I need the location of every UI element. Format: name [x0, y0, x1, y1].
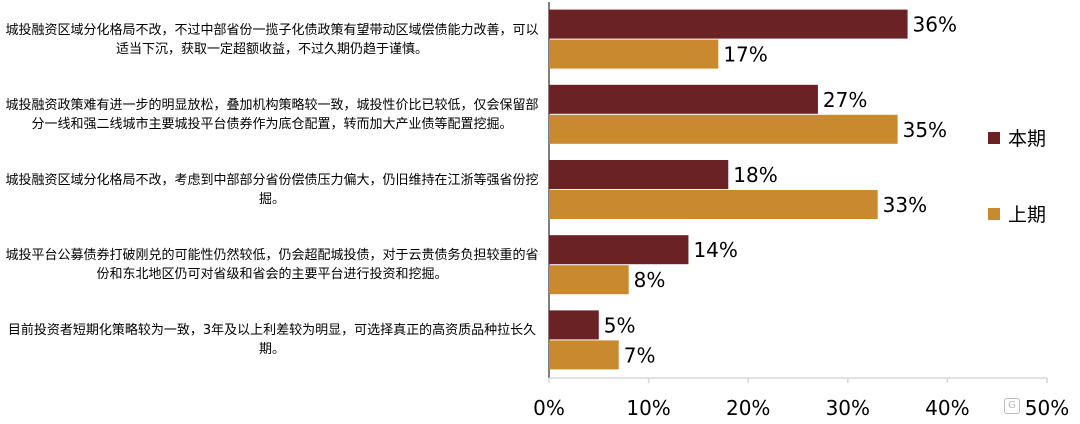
- bar-value-label: 18%: [733, 163, 777, 187]
- x-tick-label: 40%: [925, 396, 969, 420]
- category-label: 城投平台公募债券打破刚兑的可能性仍然较低，仍会超配城投债，对于云贵债务负担较重的…: [5, 248, 539, 283]
- bar-value-label: 27%: [823, 88, 867, 112]
- legend-label-current: 本期: [1008, 128, 1047, 150]
- bar-value-label: 7%: [624, 343, 656, 367]
- watermark-logo-icon: G: [1004, 398, 1020, 414]
- bar-current: [549, 310, 599, 340]
- bar-current: [549, 84, 818, 114]
- bar-previous: [549, 340, 619, 370]
- category-label: 城投融资区域分化格局不改，考虑到中部部分省份偿债压力偏大，仍旧维持在江浙等强省份…: [5, 173, 539, 207]
- bar-value-label: 33%: [883, 193, 927, 217]
- category-label: 城投融资政策难有进一步的明显放松，叠加机构策略较一致，城投性价比已较低，仅会保留…: [5, 97, 539, 132]
- bar-value-label: 17%: [723, 43, 767, 67]
- x-tick-label: 20%: [726, 396, 770, 420]
- legend-swatch-previous: [988, 207, 1000, 220]
- x-tick-label: 10%: [626, 396, 670, 420]
- legend-item-previous: 上期: [988, 200, 1046, 227]
- bar-value-label: 8%: [634, 268, 666, 292]
- legend-swatch-current: [988, 131, 1000, 144]
- bar-value-label: 36%: [913, 13, 957, 37]
- bar-previous: [549, 265, 629, 295]
- x-tick-label: 30%: [826, 396, 870, 420]
- x-tick-label: 0%: [533, 396, 565, 420]
- bar-current: [549, 160, 729, 189]
- category-label: 城投融资区域分化格局不改，不过中部省份一揽子化债政策有望带动区域偿债能力改善，可…: [5, 22, 539, 57]
- bar-value-label: 35%: [903, 118, 947, 142]
- bar-value-label: 5%: [604, 313, 636, 337]
- legend-label-previous: 上期: [1008, 204, 1047, 226]
- bar-current: [549, 9, 908, 39]
- bar-current: [549, 235, 689, 265]
- bar-previous: [549, 39, 719, 69]
- legend-item-current: 本期: [988, 124, 1046, 151]
- x-tick-label: 50%: [1025, 396, 1069, 420]
- bar-previous: [549, 114, 898, 144]
- bar-previous: [549, 190, 878, 219]
- bar-value-label: 14%: [693, 238, 737, 262]
- category-label: 目前投资者短期化策略较为一致，3年及以上利差较为明显，可选择真正的高资质品种拉长…: [7, 323, 537, 358]
